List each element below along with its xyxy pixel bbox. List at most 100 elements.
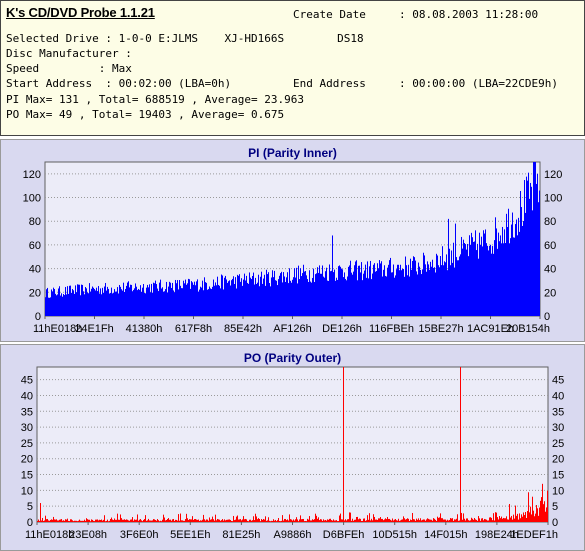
- data-bar: [421, 520, 422, 522]
- data-bar: [269, 520, 270, 522]
- data-bar: [372, 520, 373, 522]
- data-bar: [393, 264, 394, 316]
- x-tick-label: 1EDEF1h: [510, 529, 558, 541]
- data-bar: [259, 286, 260, 316]
- data-bar: [262, 519, 263, 522]
- data-bar: [118, 293, 119, 316]
- data-bar: [468, 520, 469, 522]
- data-bar: [246, 275, 247, 316]
- data-bar: [199, 289, 200, 316]
- y-tick-label-left: 20: [21, 454, 33, 466]
- y-tick-label-right: 40: [544, 264, 556, 276]
- data-bar: [384, 519, 385, 522]
- data-bar: [508, 208, 509, 316]
- data-bar: [405, 519, 406, 522]
- data-bar: [328, 519, 329, 522]
- data-bar: [249, 519, 250, 522]
- data-bar: [112, 293, 113, 316]
- data-bar: [421, 274, 422, 316]
- data-bar: [179, 520, 180, 522]
- data-bar: [72, 520, 73, 522]
- data-bar: [168, 518, 169, 522]
- data-bar: [67, 518, 68, 522]
- data-bar: [43, 521, 44, 522]
- data-bar: [447, 270, 448, 316]
- data-bar: [325, 271, 326, 316]
- data-bar: [280, 273, 281, 316]
- data-bar: [214, 520, 215, 522]
- data-bar: [119, 519, 120, 522]
- data-bar: [407, 518, 408, 522]
- data-bar: [412, 512, 413, 522]
- data-bar: [250, 277, 251, 316]
- data-bar: [338, 266, 339, 316]
- y-tick-label-right: 20: [552, 454, 564, 466]
- data-bar: [459, 256, 460, 316]
- data-bar: [106, 520, 107, 522]
- data-bar: [192, 282, 193, 316]
- data-bar: [228, 281, 229, 316]
- data-bar: [104, 515, 105, 522]
- data-bar: [387, 267, 388, 316]
- data-bar: [424, 519, 425, 522]
- data-bar: [319, 520, 320, 522]
- data-bar: [487, 520, 488, 522]
- data-bar: [284, 276, 285, 316]
- data-bar: [263, 518, 264, 522]
- data-bar: [127, 282, 128, 316]
- data-bar: [318, 272, 319, 316]
- data-bar: [241, 520, 242, 522]
- data-bar: [356, 260, 357, 316]
- y-tick-label-left: 35: [21, 406, 33, 418]
- data-bar: [258, 274, 259, 316]
- data-bar: [543, 504, 544, 522]
- data-bar: [71, 292, 72, 316]
- data-bar: [471, 232, 472, 316]
- data-bar: [432, 520, 433, 522]
- data-bar: [364, 270, 365, 316]
- x-tick-label: 1AC91Eh: [467, 323, 514, 335]
- data-bar: [524, 515, 525, 522]
- data-bar: [187, 283, 188, 316]
- data-bar: [229, 280, 230, 316]
- data-bar: [430, 261, 431, 316]
- data-bar: [349, 512, 350, 522]
- data-bar: [150, 520, 151, 522]
- summary-header: K's CD/DVD Probe 1.1.21 Create Date : 08…: [0, 0, 585, 136]
- data-bar: [103, 292, 104, 316]
- data-bar: [266, 520, 267, 522]
- data-bar: [305, 520, 306, 522]
- data-bar: [46, 519, 47, 522]
- data-bar: [489, 517, 490, 522]
- data-bar: [334, 520, 335, 522]
- data-bar: [45, 515, 46, 522]
- data-bar: [463, 239, 464, 316]
- data-bar: [275, 280, 276, 316]
- data-bar: [117, 287, 118, 316]
- data-bar: [340, 513, 341, 522]
- data-bar: [252, 520, 253, 522]
- x-tick-label: 24E1Fh: [75, 323, 114, 335]
- data-bar: [386, 276, 387, 316]
- data-bar: [134, 519, 135, 522]
- data-bar: [462, 519, 463, 522]
- data-bar: [177, 280, 178, 316]
- data-bar: [465, 520, 466, 522]
- data-bar: [229, 519, 230, 522]
- data-bar: [314, 519, 315, 522]
- data-bar: [313, 268, 314, 316]
- data-bar: [198, 291, 199, 316]
- data-bar: [470, 244, 471, 316]
- data-bar: [509, 503, 510, 522]
- data-bar: [101, 519, 102, 522]
- data-bar: [458, 520, 459, 522]
- data-bar: [170, 282, 171, 316]
- data-bar: [537, 173, 538, 316]
- data-bar: [361, 520, 362, 522]
- data-bar: [343, 367, 344, 522]
- data-bar: [132, 517, 133, 522]
- data-bar: [307, 518, 308, 522]
- data-bar: [224, 277, 225, 316]
- data-bar: [176, 519, 177, 522]
- data-bar: [181, 288, 182, 316]
